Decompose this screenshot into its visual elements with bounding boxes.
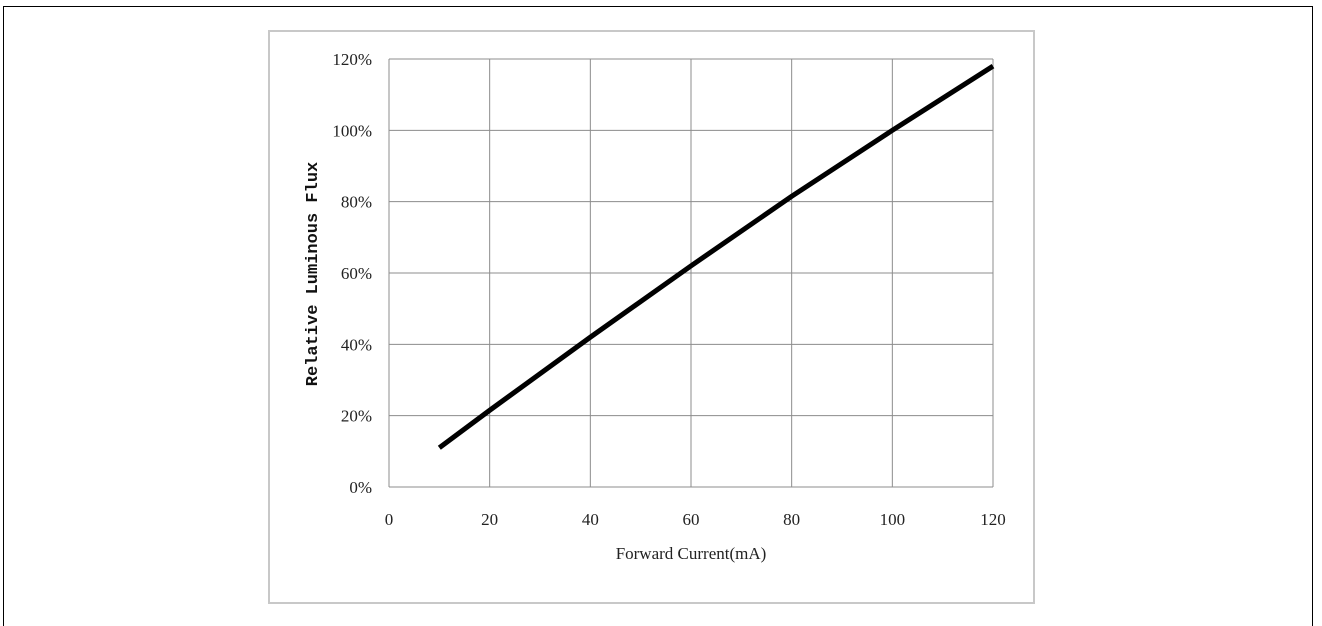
- y-tick-label: 60%: [341, 264, 372, 283]
- y-tick-label: 20%: [341, 407, 372, 426]
- chart-area: [268, 30, 1035, 604]
- series-line-0: [437, 64, 995, 450]
- x-axis-title: Forward Current(mA): [616, 544, 767, 563]
- y-tick-label: 100%: [332, 121, 372, 140]
- x-tick-label: 80: [783, 510, 800, 529]
- x-tick-label: 40: [582, 510, 599, 529]
- x-tick-label: 120: [980, 510, 1006, 529]
- x-tick-label: 0: [385, 510, 394, 529]
- y-tick-label: 40%: [341, 335, 372, 354]
- page-frame: [3, 6, 1313, 626]
- y-tick-labels: 0% 20% 40% 60% 80% 100% 120%: [332, 50, 372, 497]
- x-tick-label: 60: [683, 510, 700, 529]
- x-tick-label: 100: [880, 510, 906, 529]
- x-tick-labels: 0 20 40 60 80 100 120: [385, 510, 1006, 529]
- y-axis-title: Relative Luminous Flux: [304, 162, 323, 386]
- y-tick-label: 0%: [349, 478, 372, 497]
- y-tick-label: 120%: [332, 50, 372, 69]
- series-layer: [437, 64, 995, 450]
- x-tick-label: 20: [481, 510, 498, 529]
- y-tick-label: 80%: [341, 193, 372, 212]
